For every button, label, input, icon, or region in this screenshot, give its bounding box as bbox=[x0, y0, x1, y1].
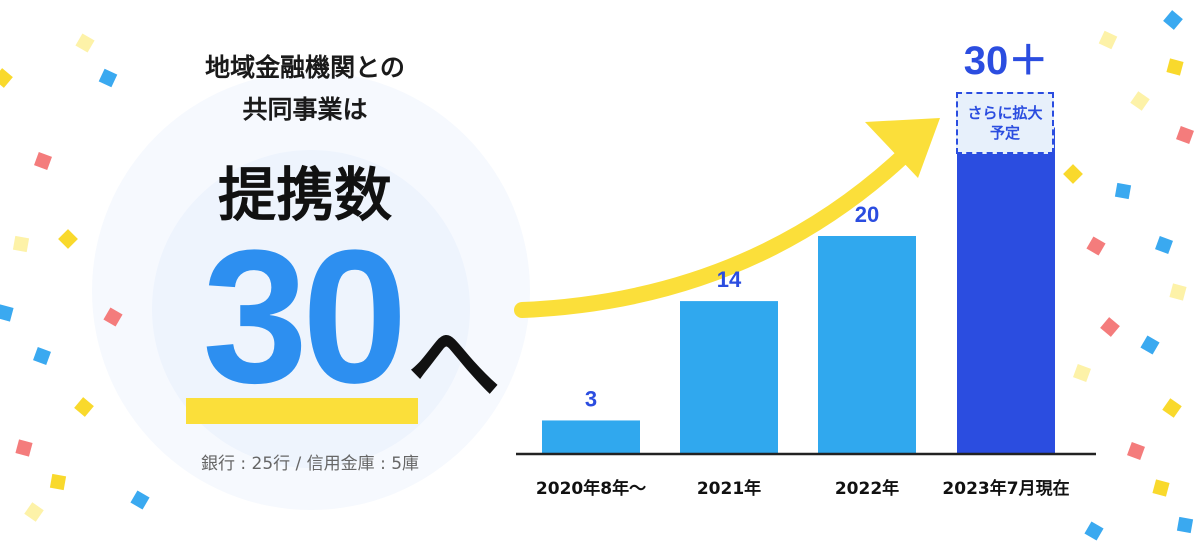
category-label-2: 2021年 bbox=[697, 478, 761, 499]
bar-3 bbox=[818, 236, 916, 453]
category-label-1: 2020年8年〜 bbox=[536, 478, 646, 499]
category-label-4: 2023年7月現在 bbox=[942, 478, 1069, 499]
number-highlight-bar bbox=[186, 398, 418, 424]
headline-line-1: 地域金融機関との bbox=[205, 53, 405, 82]
partnership-count-label: 提携数 bbox=[217, 161, 392, 229]
partner-breakdown: 銀行 : 25行 / 信用金庫 : 5庫 bbox=[200, 454, 420, 474]
partnership-count-suffix: へ bbox=[408, 310, 501, 417]
partnership-count-number: 30 bbox=[202, 211, 407, 423]
value-label-4: 30＋ bbox=[964, 39, 1049, 83]
expansion-note: さらに拡大予定 bbox=[967, 104, 1043, 142]
expansion-note-box: さらに拡大予定 bbox=[956, 92, 1054, 154]
headline-line-2: 共同事業は bbox=[242, 95, 368, 124]
bar-4 bbox=[957, 127, 1055, 453]
category-label-3: 2022年 bbox=[835, 478, 899, 499]
value-label-2: 14 bbox=[717, 267, 742, 292]
bar-2 bbox=[680, 301, 778, 453]
value-label-1: 3 bbox=[585, 386, 597, 411]
growth-arrow-icon bbox=[514, 132, 928, 318]
bar-1 bbox=[542, 420, 640, 453]
value-label-3: 20 bbox=[855, 202, 879, 227]
growth-arrow-head-icon bbox=[865, 118, 940, 178]
